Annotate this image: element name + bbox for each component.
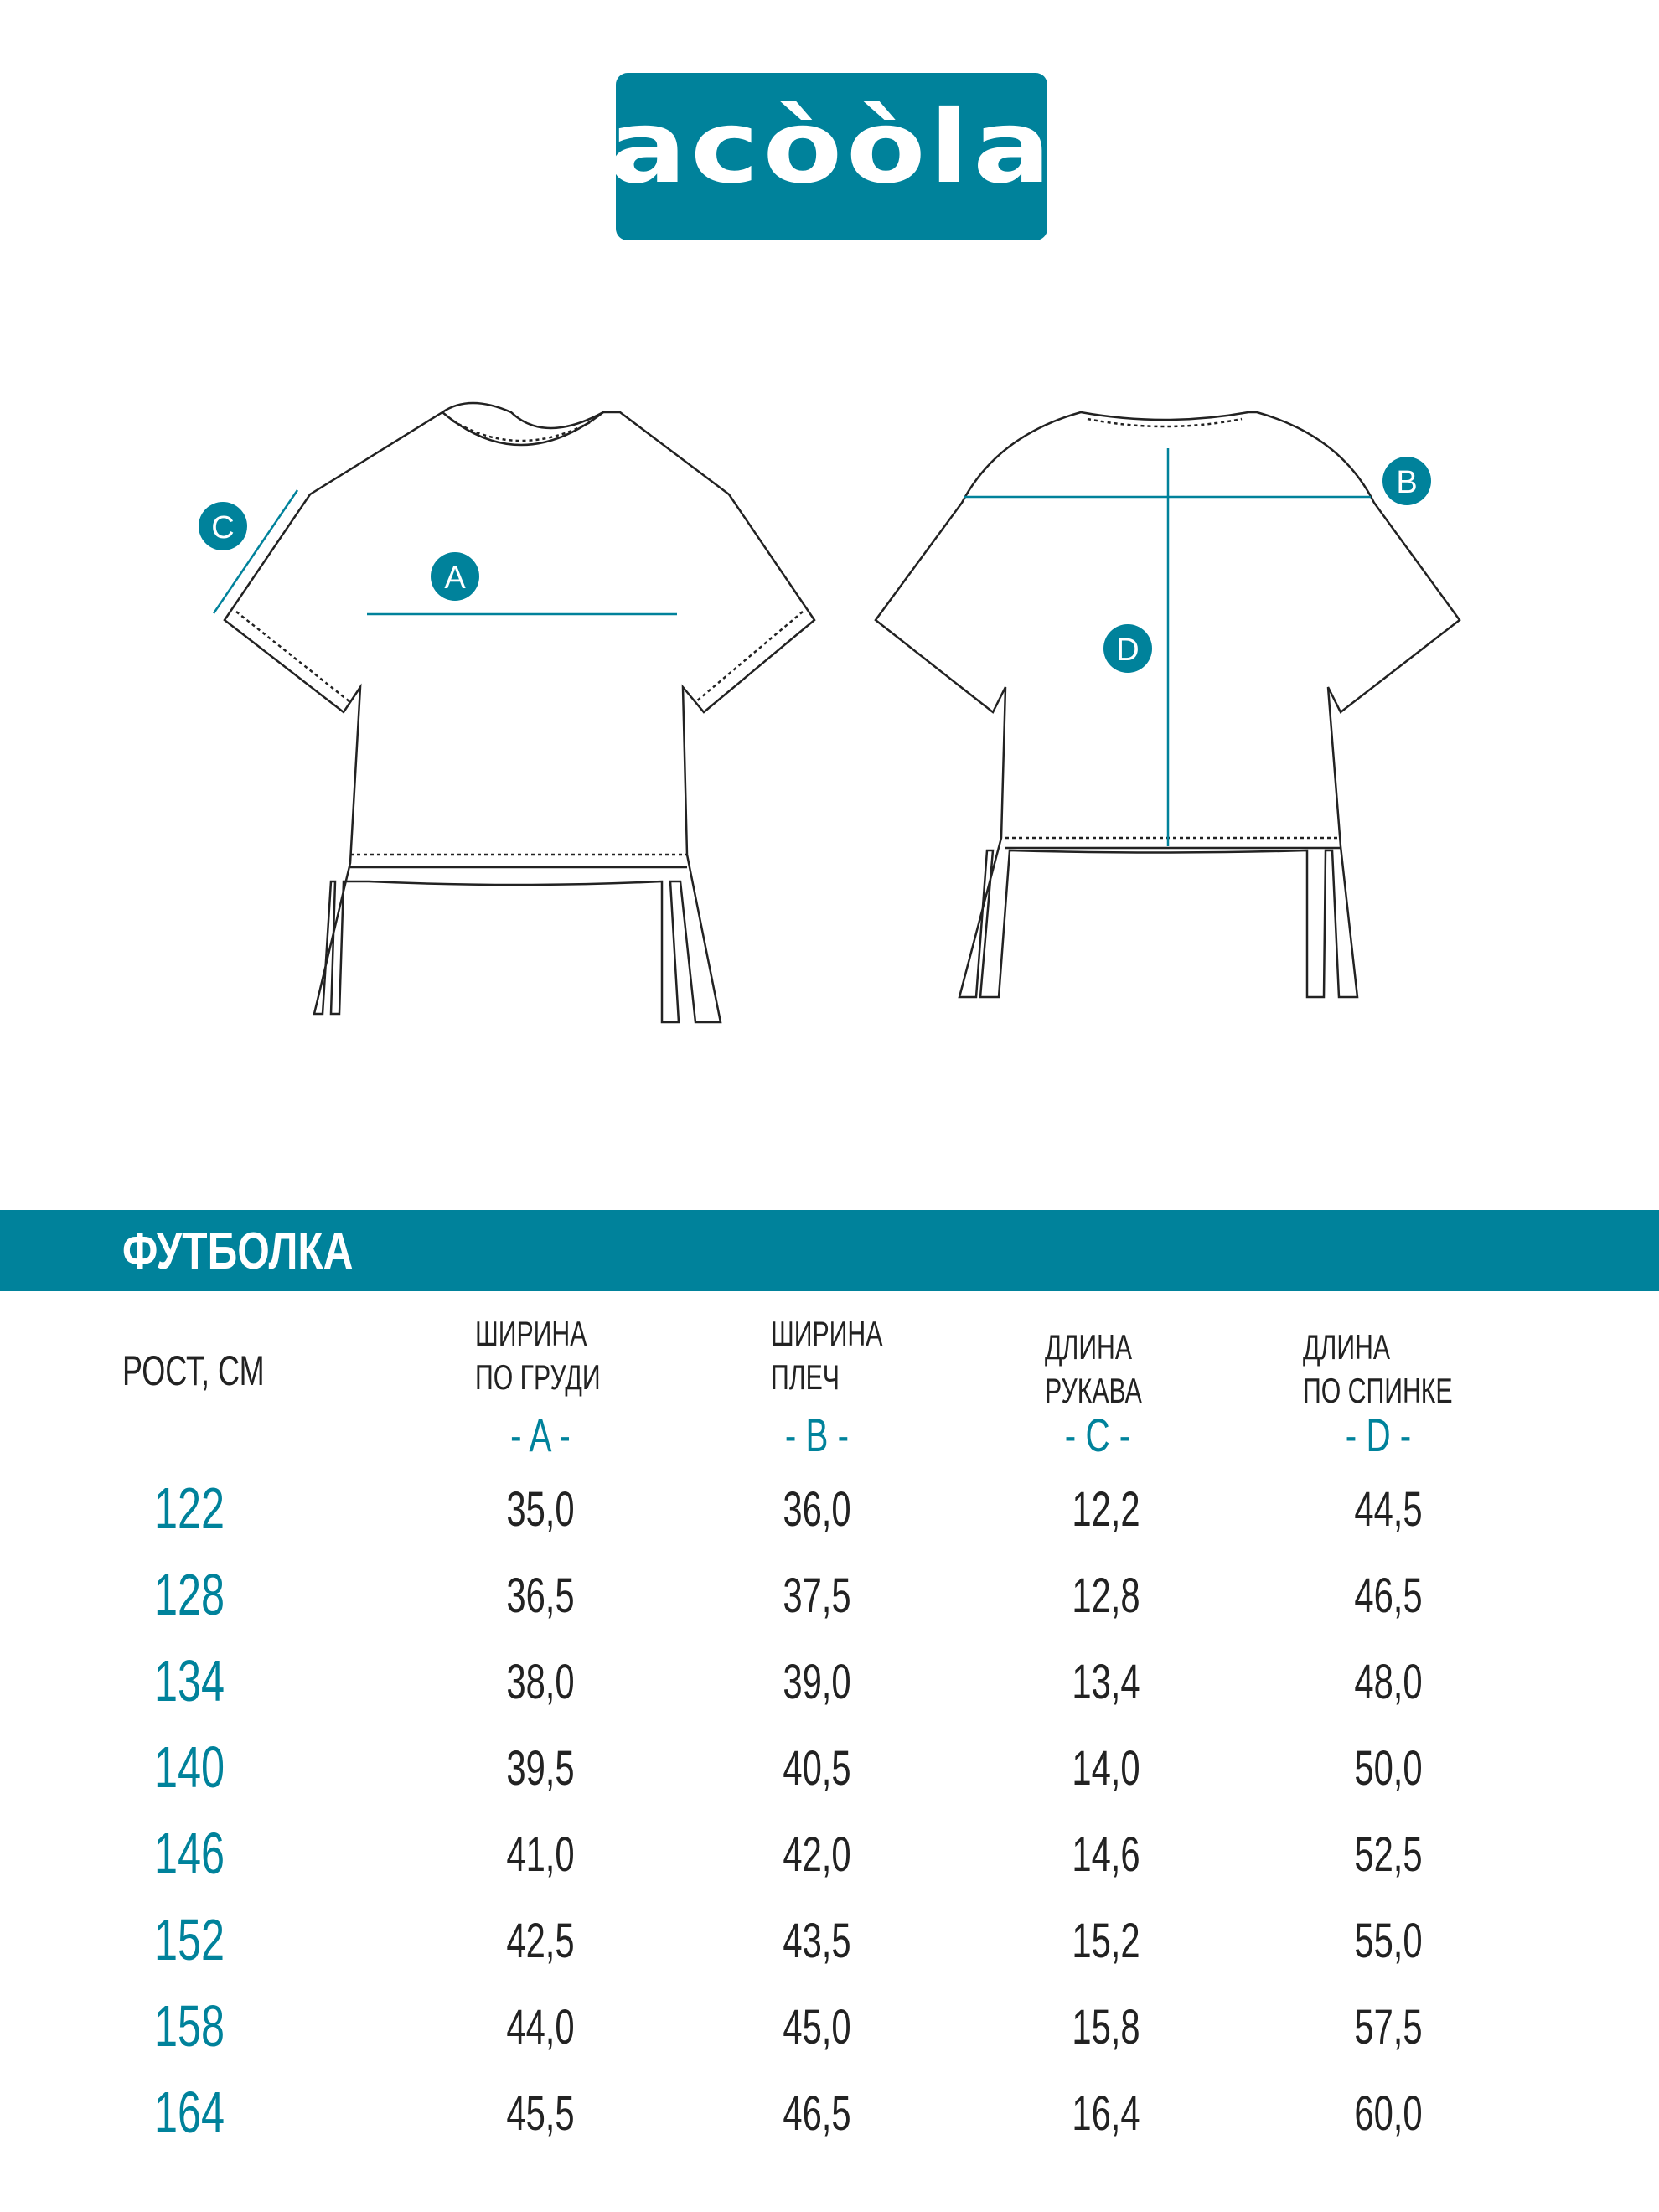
table-row-height: 134 — [154, 1648, 225, 1713]
table-row-height: 146 — [154, 1821, 225, 1886]
table-row-height: 158 — [154, 1993, 225, 2059]
table-row-height: 164 — [154, 2080, 225, 2145]
table-row-height: 152 — [154, 1907, 225, 1972]
table-cell: 35,0 — [506, 1482, 575, 1537]
table-cell: 37,5 — [783, 1569, 851, 1623]
table-cell: 14,6 — [1072, 1827, 1140, 1882]
table-cell: 52,5 — [1354, 1827, 1423, 1882]
table-cell: 42,0 — [783, 1827, 851, 1882]
table-cell: 43,5 — [783, 1914, 851, 1968]
brand-logo: acòòla — [608, 73, 1051, 240]
badge-b: B — [1396, 465, 1417, 500]
column-letter: - C - — [1064, 1408, 1131, 1461]
table-cell: 39,0 — [783, 1655, 851, 1709]
table-cell: 13,4 — [1072, 1655, 1140, 1709]
tshirt-diagram: A B C D — [199, 401, 1461, 1024]
column-header: ШИРИНА ПЛЕЧ — [771, 1314, 883, 1397]
table-cell: 38,0 — [506, 1655, 575, 1709]
table-cell: 12,8 — [1072, 1569, 1140, 1623]
column-letter: - D - — [1345, 1408, 1412, 1461]
table-cell: 60,0 — [1354, 2086, 1423, 2141]
table-cell: 44,5 — [1354, 1482, 1423, 1537]
table-cell: 46,5 — [1354, 1569, 1423, 1623]
table-cell: 45,5 — [506, 2086, 575, 2141]
table-cell: 36,5 — [506, 1569, 575, 1623]
product-title-band: ФУТБОЛКА — [0, 1210, 1659, 1291]
column-header: ШИРИНА ПО ГРУДИ — [475, 1314, 601, 1397]
table-cell: 39,5 — [506, 1741, 575, 1796]
badge-a: A — [444, 561, 466, 596]
table-cell: 16,4 — [1072, 2086, 1140, 2141]
table-cell: 15,2 — [1072, 1914, 1140, 1968]
table-cell: 45,0 — [783, 2000, 851, 2054]
table-row-height: 128 — [154, 1562, 225, 1627]
table-cell: 50,0 — [1354, 1741, 1423, 1796]
back-tshirt — [874, 411, 1461, 999]
table-cell: 44,0 — [506, 2000, 575, 2054]
table-cell: 36,0 — [783, 1482, 851, 1537]
measurement-badges: A B C D — [199, 457, 1431, 673]
product-title: ФУТБОЛКА — [122, 1222, 354, 1280]
height-header: РОСТ, СМ — [122, 1347, 265, 1394]
column-letter: - B - — [784, 1408, 850, 1461]
table-cell: 57,5 — [1354, 2000, 1423, 2054]
table-cell: 14,0 — [1072, 1741, 1140, 1796]
badge-d: D — [1116, 633, 1139, 668]
badge-c: C — [211, 510, 234, 545]
front-tshirt — [223, 401, 816, 1024]
table-row-height: 140 — [154, 1734, 225, 1800]
table-cell: 48,0 — [1354, 1655, 1423, 1709]
column-header: ДЛИНА РУКАВА — [1045, 1327, 1142, 1410]
logo-text: acòòla — [608, 90, 1055, 206]
table-row-height: 122 — [154, 1476, 225, 1541]
table-cell: 46,5 — [783, 2086, 851, 2141]
table-cell: 55,0 — [1354, 1914, 1423, 1968]
column-header: ДЛИНА ПО СПИНКЕ — [1303, 1327, 1453, 1410]
table-cell: 41,0 — [506, 1827, 575, 1882]
table-cell: 12,2 — [1072, 1482, 1140, 1537]
measurement-lines — [212, 448, 1371, 846]
table-cell: 40,5 — [783, 1741, 851, 1796]
column-letter: - A - — [510, 1408, 571, 1461]
table-cell: 42,5 — [506, 1914, 575, 1968]
table-cell: 15,8 — [1072, 2000, 1140, 2054]
